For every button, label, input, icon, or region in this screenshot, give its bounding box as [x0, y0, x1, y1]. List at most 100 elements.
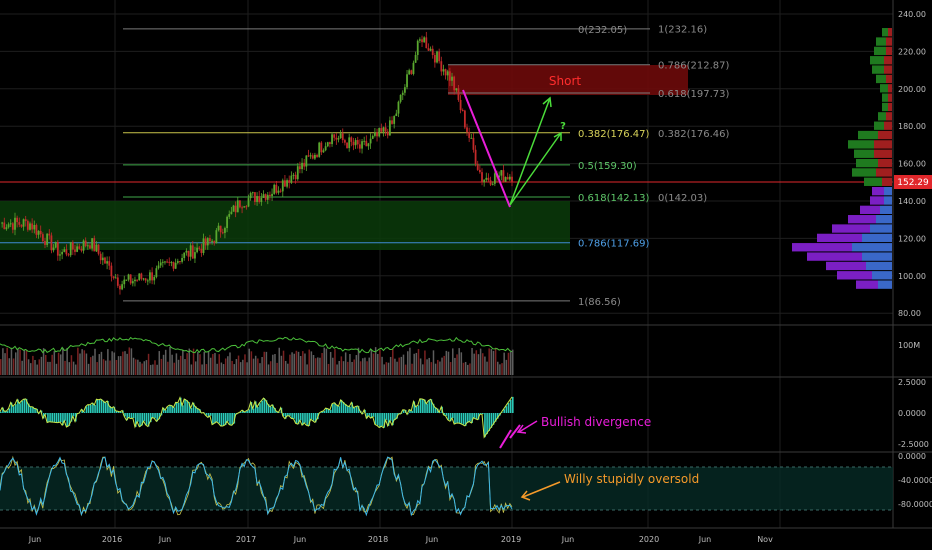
macd-bar-119 — [254, 401, 257, 413]
candle-body-37 — [78, 246, 81, 249]
macd-bar-237 — [507, 403, 510, 413]
candle-body-197 — [421, 39, 423, 43]
candle-body-51 — [108, 261, 111, 266]
candle-body-175 — [373, 132, 376, 136]
macd-bar-161 — [344, 404, 347, 413]
macd-bar-124 — [265, 400, 268, 413]
volume-bar-146 — [312, 354, 315, 375]
candle-body-27 — [56, 242, 59, 256]
macd-bar-121 — [259, 403, 261, 413]
time-tick-6: Jun — [425, 535, 439, 544]
candle-body-59 — [125, 279, 128, 281]
price-candles — [1, 31, 513, 295]
candle-body-116 — [247, 198, 250, 207]
candle-body-212 — [453, 76, 456, 91]
candle-body-78 — [166, 261, 168, 263]
candle-body-176 — [376, 132, 378, 137]
macd-bar-203 — [434, 407, 437, 413]
volume-bar-154 — [329, 351, 332, 375]
fib-label-5: 0.618(142.13) — [578, 193, 650, 204]
candle-body-56 — [119, 285, 121, 290]
volume-bar-97 — [207, 351, 210, 375]
candle-body-14 — [29, 223, 31, 230]
volume-bar-14 — [29, 363, 32, 375]
macd-bar-43 — [92, 402, 94, 413]
macd-bar-215 — [460, 413, 463, 424]
volume-bar-29 — [62, 347, 64, 375]
candle-body-180 — [384, 127, 387, 132]
candle-body-216 — [461, 110, 464, 112]
macd-bar-30 — [64, 413, 66, 421]
macd-bar-146 — [312, 413, 315, 421]
volume-bar-31 — [66, 347, 68, 375]
candle-body-223 — [476, 164, 479, 170]
macd-bar-141 — [302, 413, 304, 426]
vp-up-0 — [856, 280, 878, 289]
volume-bar-82 — [175, 353, 178, 375]
macd-bar-27 — [57, 413, 60, 423]
candle-body-107 — [228, 214, 231, 217]
macd-bar-90 — [192, 402, 195, 413]
candle-body-222 — [474, 149, 477, 165]
volume-bar-20 — [42, 348, 45, 375]
volume-bar-178 — [381, 356, 383, 375]
vp-up-9 — [870, 196, 884, 205]
volume-bar-234 — [501, 363, 503, 375]
macd-bar-116 — [248, 409, 251, 413]
candle-body-21 — [44, 240, 46, 245]
macd-bar-108 — [231, 413, 233, 426]
macd-bar-196 — [419, 398, 422, 413]
macd-bar-39 — [83, 411, 86, 413]
volume-bar-84 — [179, 355, 182, 375]
volume-panel — [0, 336, 514, 375]
vp-up-7 — [848, 215, 876, 224]
volume-bar-99 — [212, 354, 214, 375]
macd-bar-165 — [353, 407, 356, 413]
candle-body-114 — [243, 206, 246, 208]
macd-bar-130 — [278, 412, 281, 413]
volume-bar-151 — [323, 347, 325, 375]
candle-body-11 — [22, 219, 25, 227]
candle-body-152 — [324, 146, 327, 151]
volume-bar-102 — [218, 354, 221, 375]
candle-body-208 — [444, 69, 447, 76]
volume-bar-232 — [497, 361, 499, 375]
macd-bar-26 — [55, 413, 58, 423]
macd-bar-191 — [409, 409, 411, 413]
candle-body-12 — [24, 219, 27, 222]
macd-bar-127 — [272, 404, 274, 413]
macd-bar-208 — [445, 413, 448, 416]
volume-bar-182 — [389, 356, 392, 375]
volume-bar-8 — [17, 348, 19, 375]
volume-bar-17 — [36, 364, 38, 375]
candle-body-91 — [194, 252, 196, 259]
vp-down-20 — [888, 93, 892, 102]
candle-body-231 — [493, 173, 496, 184]
macd-bar-9 — [19, 403, 21, 413]
macd-bar-218 — [467, 413, 469, 423]
volume-bar-104 — [222, 364, 225, 375]
volume-bar-222 — [475, 350, 478, 375]
candle-body-49 — [104, 257, 106, 264]
candle-body-99 — [211, 240, 213, 242]
volume-bar-174 — [372, 353, 375, 375]
volume-bar-165 — [353, 359, 355, 375]
volume-bar-69 — [147, 353, 150, 375]
candle-body-41 — [86, 245, 89, 247]
candle-body-134 — [286, 180, 288, 187]
macd-bar-44 — [94, 405, 96, 413]
macd-bar-175 — [374, 413, 377, 425]
candle-body-95 — [202, 238, 205, 253]
vp-up-24 — [870, 56, 884, 65]
volume-bar-4 — [8, 358, 11, 375]
macd-bar-176 — [377, 413, 379, 426]
macd-bar-231 — [494, 413, 497, 422]
short-label: Short — [549, 74, 581, 88]
macd-bar-71 — [152, 413, 154, 418]
candle-body-72 — [153, 276, 156, 281]
candle-body-160 — [341, 133, 344, 141]
volume-bar-35 — [74, 364, 77, 375]
macd-bar-152 — [325, 408, 328, 413]
candle-body-81 — [172, 262, 175, 269]
price-axis: 240.00 220.00 200.00 180.00 160.00 140.00 120.… — [898, 10, 926, 318]
